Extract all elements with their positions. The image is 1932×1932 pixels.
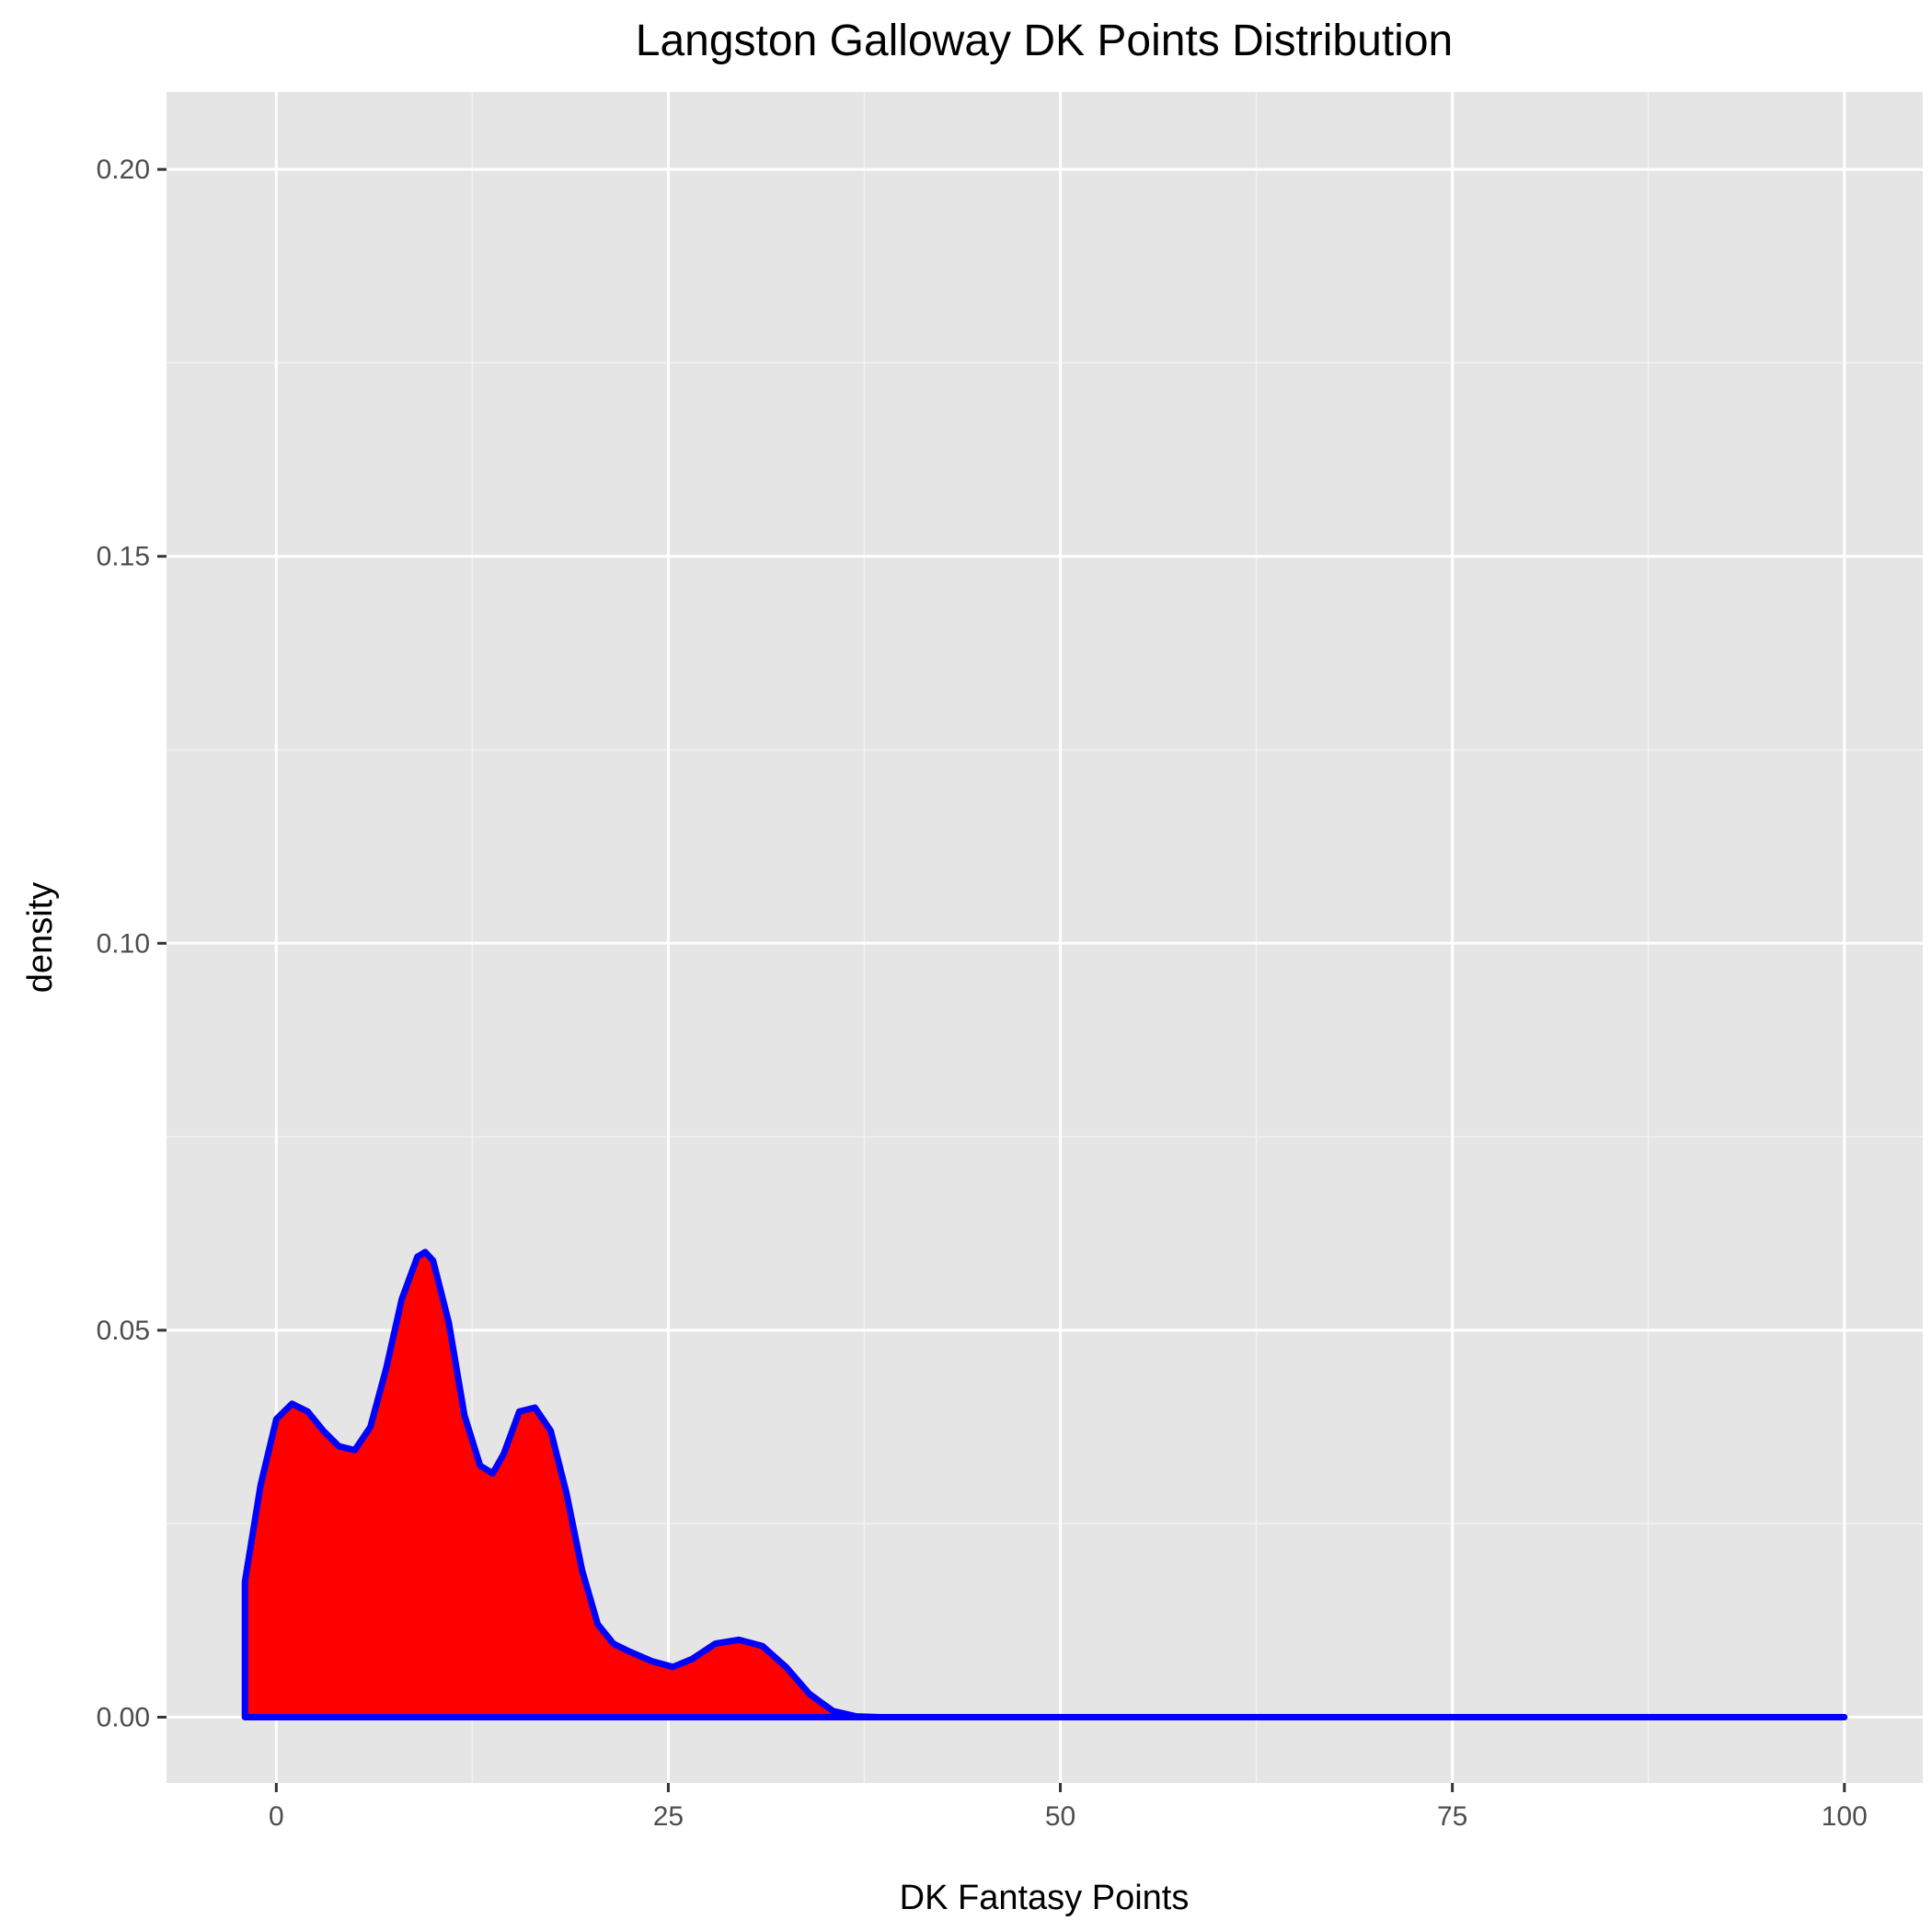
y-tick-label: 0.10: [97, 928, 150, 959]
y-tick-label: 0.00: [97, 1702, 150, 1732]
y-tick-label: 0.05: [97, 1316, 150, 1346]
y-tick-label: 0.15: [97, 542, 150, 572]
minor-gridlines: [167, 92, 1923, 1783]
x-tick-label: 100: [1822, 1801, 1868, 1832]
x-tick-label: 0: [269, 1801, 284, 1832]
density-line: [241, 1248, 1848, 1720]
x-tick-label: 50: [1045, 1801, 1075, 1832]
x-axis: 0 25 50 75 100: [269, 1783, 1868, 1832]
x-axis-title: DK Fantasy Points: [900, 1879, 1190, 1917]
x-tick-label: 75: [1437, 1801, 1467, 1832]
y-axis-title: density: [21, 882, 60, 993]
x-tick-label: 25: [653, 1801, 684, 1832]
chart-title: Langston Galloway DK Points Distribution: [636, 17, 1453, 65]
y-axis: 0.00 0.05 0.10 0.15 0.20: [97, 155, 167, 1732]
y-tick-label: 0.20: [97, 155, 150, 185]
